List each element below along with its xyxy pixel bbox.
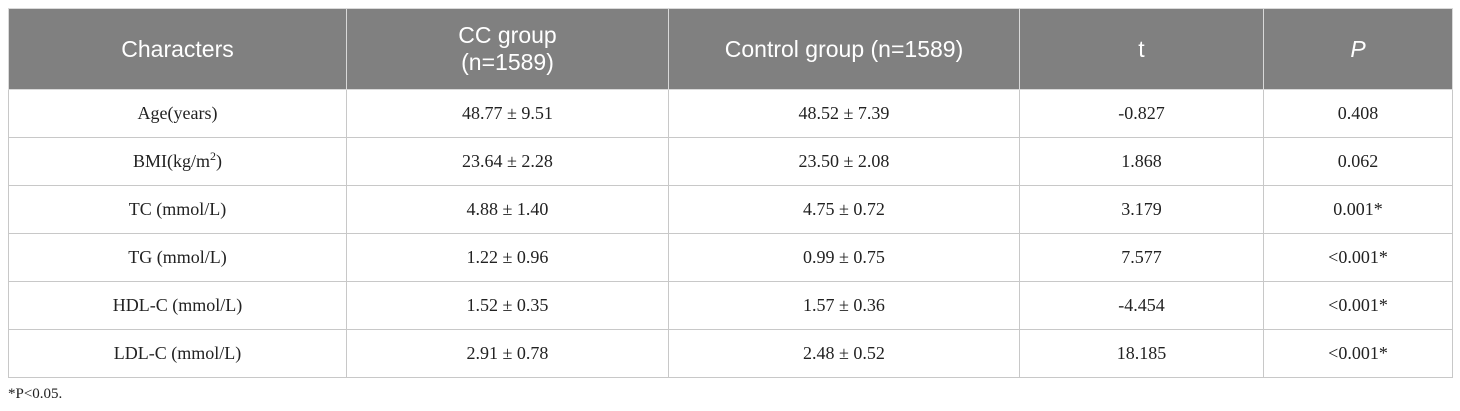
t-value: 18.185 [1019, 329, 1264, 378]
row-label: TC (mmol/L) [8, 185, 347, 234]
p-value: 0.001* [1263, 185, 1453, 234]
cc-group-value: 1.22 ± 0.96 [346, 233, 669, 282]
cc-group-value: 1.52 ± 0.35 [346, 281, 669, 330]
header-t-text: t [1138, 35, 1145, 62]
control-group-value: 1.57 ± 0.36 [668, 281, 1020, 330]
t-value: 1.868 [1019, 137, 1264, 186]
table-row: TC (mmol/L) 4.88 ± 1.40 4.75 ± 0.72 3.17… [8, 185, 1453, 234]
header-p-text: P [1350, 35, 1366, 62]
table-row: BMI(kg/m2) 23.64 ± 2.28 23.50 ± 2.08 1.8… [8, 137, 1453, 186]
table-row: TG (mmol/L) 1.22 ± 0.96 0.99 ± 0.75 7.57… [8, 233, 1453, 282]
comparison-table: Characters CC group (n=1589) Control gro… [8, 8, 1453, 378]
header-row: Characters CC group (n=1589) Control gro… [8, 8, 1453, 90]
row-label: LDL-C (mmol/L) [8, 329, 347, 378]
p-value: 0.408 [1263, 89, 1453, 138]
control-group-value: 0.99 ± 0.75 [668, 233, 1020, 282]
header-control-group: Control group (n=1589) [668, 8, 1020, 90]
row-label-suffix: ) [216, 151, 222, 171]
cc-group-value: 2.91 ± 0.78 [346, 329, 669, 378]
control-group-value: 23.50 ± 2.08 [668, 137, 1020, 186]
t-value: 3.179 [1019, 185, 1264, 234]
row-label: Age(years) [8, 89, 347, 138]
table-row: Age(years) 48.77 ± 9.51 48.52 ± 7.39 -0.… [8, 89, 1453, 138]
row-label: TG (mmol/L) [8, 233, 347, 282]
row-label-text: TC (mmol/L) [128, 199, 227, 219]
table-footnote: *P<0.05. [8, 386, 63, 402]
row-label-text: BMI(kg/m [132, 151, 210, 171]
header-cc-group-line2: (n=1589) [461, 49, 554, 75]
t-value: -0.827 [1019, 89, 1264, 138]
row-label-text: TG (mmol/L) [128, 247, 227, 267]
t-value: -4.454 [1019, 281, 1264, 330]
header-cc-group: CC group (n=1589) [346, 8, 669, 90]
row-label-superscript: 2 [210, 149, 216, 163]
table-header: Characters CC group (n=1589) Control gro… [8, 8, 1453, 90]
row-label: BMI(kg/m2) [8, 137, 347, 186]
cc-group-value: 4.88 ± 1.40 [346, 185, 669, 234]
control-group-value: 4.75 ± 0.72 [668, 185, 1020, 234]
header-t: t [1019, 8, 1264, 90]
table-row: LDL-C (mmol/L) 2.91 ± 0.78 2.48 ± 0.52 1… [8, 329, 1453, 378]
p-value: 0.062 [1263, 137, 1453, 186]
p-value: <0.001* [1263, 233, 1453, 282]
cc-group-value: 48.77 ± 9.51 [346, 89, 669, 138]
header-cc-group-line1: CC group [458, 22, 557, 48]
row-label-text: HDL-C (mmol/L) [112, 295, 243, 315]
data-table-container: Characters CC group (n=1589) Control gro… [8, 8, 1453, 378]
row-label-text: Age(years) [137, 103, 218, 123]
control-group-value: 2.48 ± 0.52 [668, 329, 1020, 378]
cc-group-value: 23.64 ± 2.28 [346, 137, 669, 186]
header-characters: Characters [8, 8, 347, 90]
row-label: HDL-C (mmol/L) [8, 281, 347, 330]
t-value: 7.577 [1019, 233, 1264, 282]
table-row: HDL-C (mmol/L) 1.52 ± 0.35 1.57 ± 0.36 -… [8, 281, 1453, 330]
header-characters-text: Characters [121, 35, 234, 62]
row-label-text: LDL-C (mmol/L) [113, 343, 242, 363]
control-group-value: 48.52 ± 7.39 [668, 89, 1020, 138]
header-control-group-text: Control group (n=1589) [724, 35, 964, 62]
table-body: Age(years) 48.77 ± 9.51 48.52 ± 7.39 -0.… [8, 89, 1453, 378]
header-p: P [1263, 8, 1453, 90]
p-value: <0.001* [1263, 329, 1453, 378]
p-value: <0.001* [1263, 281, 1453, 330]
